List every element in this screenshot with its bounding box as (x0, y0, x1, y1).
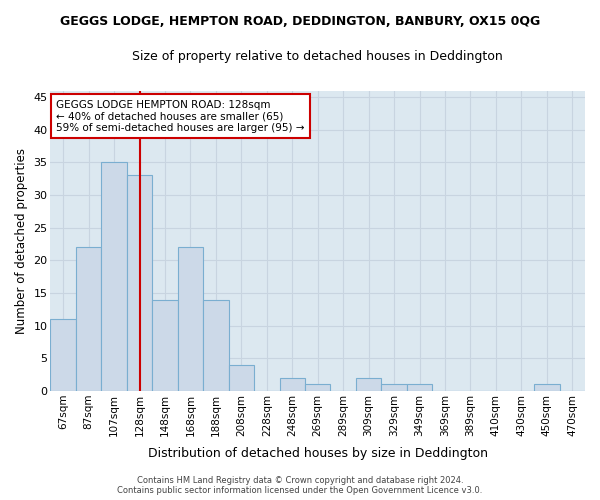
X-axis label: Distribution of detached houses by size in Deddington: Distribution of detached houses by size … (148, 447, 488, 460)
Bar (127, 176, 152, 391)
Text: GEGGS LODGE, HEMPTON ROAD, DEDDINGTON, BANBURY, OX15 0QG: GEGGS LODGE, HEMPTON ROAD, DEDDINGTON, B… (60, 15, 540, 28)
Bar (229, 365, 254, 391)
Bar (280, 378, 305, 391)
Text: Contains HM Land Registry data © Crown copyright and database right 2024.
Contai: Contains HM Land Registry data © Crown c… (118, 476, 482, 495)
Bar (356, 378, 382, 391)
Bar (178, 248, 203, 391)
Bar (50, 319, 76, 391)
Text: GEGGS LODGE HEMPTON ROAD: 128sqm
← 40% of detached houses are smaller (65)
59% o: GEGGS LODGE HEMPTON ROAD: 128sqm ← 40% o… (56, 100, 304, 133)
Bar (305, 384, 331, 391)
Y-axis label: Number of detached properties: Number of detached properties (15, 148, 28, 334)
Bar (101, 162, 127, 391)
Bar (152, 300, 178, 391)
Bar (407, 384, 432, 391)
Title: Size of property relative to detached houses in Deddington: Size of property relative to detached ho… (133, 50, 503, 63)
Bar (534, 384, 560, 391)
Bar (203, 300, 229, 391)
Bar (382, 384, 407, 391)
Bar (76, 248, 101, 391)
